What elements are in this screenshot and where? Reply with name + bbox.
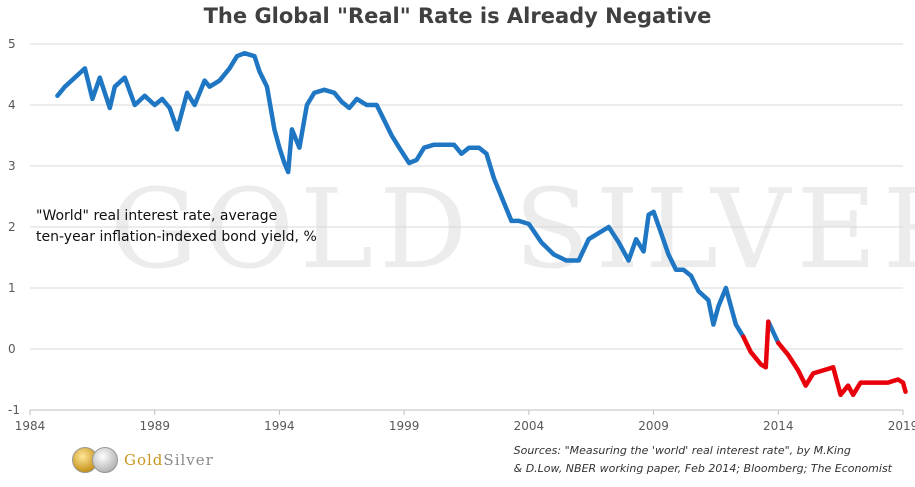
brand-logo: GoldSilver — [72, 446, 214, 474]
annotation-line-2: ten-year inflation-indexed bond yield, % — [36, 229, 317, 245]
chart-annotation: "World" real interest rate, average ten-… — [36, 206, 317, 248]
y-tick-label: 0 — [8, 342, 16, 356]
x-tick-label: 1984 — [15, 419, 46, 433]
series-line-4 — [776, 340, 908, 398]
x-tick-label: 1999 — [389, 419, 420, 433]
sources-line-1: Sources: "Measuring the 'world' real int… — [513, 444, 851, 457]
series-line-3 — [741, 319, 771, 370]
x-tick-label: 2004 — [514, 419, 545, 433]
y-tick-label: -1 — [8, 403, 20, 417]
sources-note: Sources: "Measuring the 'world' real int… — [514, 442, 892, 478]
y-tick-label: 2 — [8, 220, 16, 234]
x-tick-label: 2014 — [763, 419, 794, 433]
y-tick-label: 3 — [8, 159, 16, 173]
x-tick-label: 1994 — [264, 419, 295, 433]
y-tick-label: 5 — [8, 37, 16, 51]
x-tick-label: 2019 — [888, 419, 915, 433]
y-tick-label: 4 — [8, 98, 16, 112]
sources-line-2: & D.Low, NBER working paper, Feb 2014; B… — [513, 462, 892, 475]
chart-title: The Global "Real" Rate is Already Negati… — [203, 4, 712, 28]
annotation-line-1: "World" real interest rate, average — [36, 208, 278, 224]
series-line-1 — [55, 50, 746, 340]
x-tick-label: 1989 — [139, 419, 170, 433]
silver-coin-icon — [92, 447, 118, 473]
x-tick-label: 2009 — [638, 419, 669, 433]
y-tick-label: 1 — [8, 281, 16, 295]
logo-wordmark: GoldSilver — [124, 451, 214, 469]
watermark: GOLD SILVER — [110, 165, 915, 293]
